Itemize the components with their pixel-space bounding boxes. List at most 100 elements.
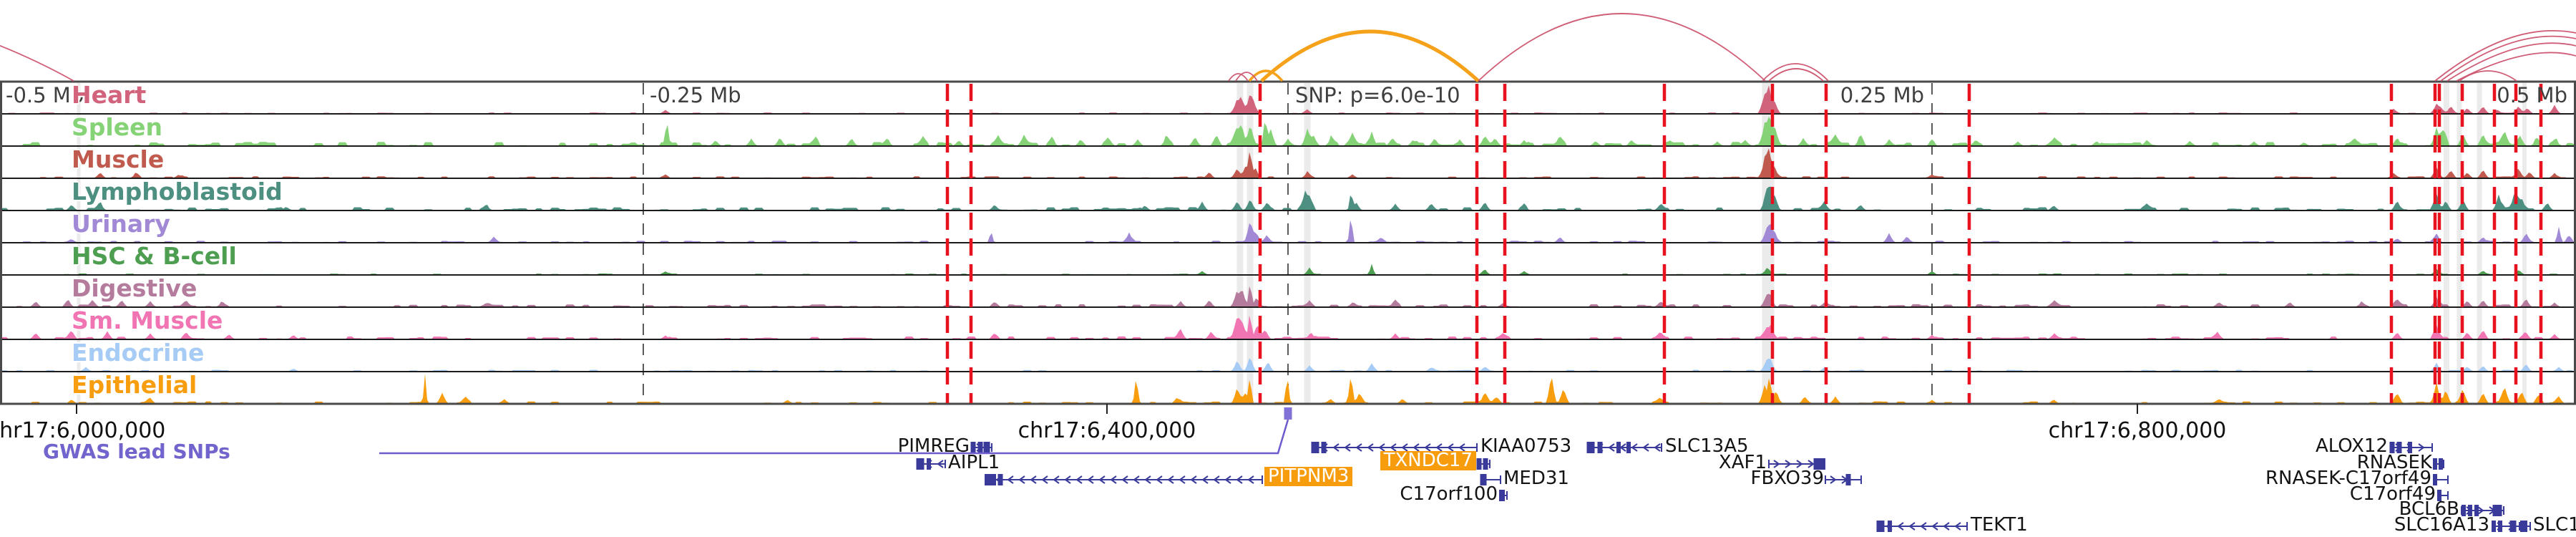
strand-arrow-icon [1110, 475, 1117, 484]
interaction-arc [1260, 29, 1480, 82]
strand-arrow-icon [1897, 522, 1904, 531]
strand-arrow-icon [1435, 443, 1443, 452]
strand-arrow-icon [1121, 475, 1128, 484]
strand-arrow-icon [1167, 475, 1174, 484]
strand-arrow-icon [1201, 475, 1209, 484]
gene-exon [2439, 458, 2443, 470]
snp-pvalue-annotation: SNP: p=6.0e-10 [1295, 83, 1460, 107]
strand-arrow-icon [1156, 475, 1163, 484]
track-label-sm-muscle: Sm. Muscle [72, 306, 223, 334]
gene-exon [1476, 458, 1482, 470]
gene-label-c17orf100: C17orf100 [1400, 483, 1498, 505]
gene-exon [2389, 442, 2395, 453]
strand-arrow-icon [1458, 443, 1465, 452]
strand-arrow-icon [1007, 475, 1014, 484]
gene-label-rnasek-c17orf49: RNASEK-C17orf49 [2265, 468, 2431, 489]
interaction-arc [1248, 69, 1284, 82]
signal-spleen [0, 116, 2576, 146]
interaction-arc [1478, 13, 1766, 82]
strand-arrow-icon [1447, 443, 1454, 452]
gene-exon [1321, 442, 1327, 453]
gene-exon [2492, 505, 2502, 516]
gene-label-rnasek: RNASEK [2356, 452, 2432, 473]
strand-arrow-icon [1830, 475, 1837, 484]
gene-exon [916, 458, 924, 470]
strand-arrow-icon [1931, 522, 1938, 531]
gene-label-alox12: ALOX12 [2315, 435, 2388, 457]
interaction-arc-partial [2434, 30, 2576, 82]
strand-arrow-icon [1041, 475, 1048, 484]
strand-arrow-icon [1247, 475, 1254, 484]
strand-arrow-icon [2477, 506, 2484, 515]
strand-arrow-icon [1390, 443, 1397, 452]
gene-exon [983, 442, 990, 453]
gene-label-aipl1: AIPL1 [948, 452, 1000, 473]
gene-exon [2408, 442, 2412, 453]
strand-arrow-icon [1344, 443, 1351, 452]
gene-label-slc16a: SLC16A [2533, 514, 2576, 536]
interaction-arc [2459, 70, 2517, 82]
interaction-arc [1228, 73, 1249, 82]
gene-label-tekt1: TEKT1 [1971, 514, 2028, 536]
gene-exon [2433, 458, 2437, 470]
strand-arrow-icon [1053, 475, 1060, 484]
strand-arrow-icon [1367, 443, 1374, 452]
mb-offset-label: -0.25 Mb [650, 83, 741, 107]
gene-exon [985, 474, 996, 485]
interaction-arc-partial [0, 44, 74, 82]
strand-arrow-icon [1424, 443, 1431, 452]
plot-border [0, 80, 2576, 405]
track-label-digestive: Digestive [72, 274, 197, 302]
mb-offset-label: 0.25 Mb [1840, 83, 1924, 107]
strand-arrow-icon [1796, 460, 1803, 468]
gene-exon [2437, 490, 2441, 501]
strand-arrow-icon [1631, 443, 1638, 452]
gene-exon [2468, 505, 2472, 516]
gwas-lead-snps-label: GWAS lead SNPs [43, 440, 230, 463]
track-label-heart: Heart [72, 81, 147, 109]
chr-coordinate-label: chr17:6,800,000 [2048, 418, 2227, 443]
gene-exon [2509, 521, 2517, 532]
gene-exon [2520, 521, 2527, 532]
strand-arrow-icon [1654, 443, 1661, 452]
gene-exon [1586, 442, 1595, 453]
gene-label-slc13a5: SLC13A5 [1665, 435, 1749, 457]
strand-arrow-icon [1943, 522, 1950, 531]
track-label-muscle: Muscle [72, 145, 165, 173]
strand-arrow-icon [1954, 522, 1961, 531]
strand-arrow-icon [1332, 443, 1340, 452]
strand-arrow-icon [1098, 475, 1106, 484]
gene-exon [1311, 442, 1319, 453]
strand-arrow-icon [1785, 460, 1792, 468]
strand-arrow-icon [1355, 443, 1362, 452]
strand-arrow-icon [1087, 475, 1094, 484]
gene-label-bcl6b: BCL6B [2399, 498, 2459, 520]
interaction-arc [1768, 68, 1824, 82]
strand-arrow-icon [1920, 522, 1927, 531]
gene-exon [1876, 521, 1885, 532]
strand-arrow-icon [1642, 443, 1649, 452]
gene-exon [927, 458, 931, 470]
gene-label-txndc17: TXNDC17 [1380, 450, 1476, 471]
strand-arrow-icon [1030, 475, 1037, 484]
strand-arrow-icon [1064, 475, 1071, 484]
gene-exon [1616, 442, 1621, 453]
strand-arrow-icon [1018, 475, 1025, 484]
strand-arrow-icon [1413, 443, 1420, 452]
gwas-callout-line [379, 419, 1289, 455]
gene-exon [997, 474, 1003, 485]
strand-arrow-icon [1213, 475, 1220, 484]
signal-epithelial [0, 374, 2576, 404]
mb-offset-label: -0.5 Mb [6, 83, 84, 107]
gene-label-slc16a13: SLC16A13 [2394, 514, 2489, 536]
gene-exon [1818, 458, 1825, 470]
interaction-arc-partial [2440, 35, 2576, 82]
strand-arrow-icon [1608, 443, 1615, 452]
gene-exon [2433, 474, 2437, 485]
strand-arrow-icon [1773, 460, 1780, 468]
gene-exon [1845, 474, 1851, 485]
interaction-arc-partial [2446, 42, 2576, 82]
track-label-spleen: Spleen [72, 113, 162, 141]
mb-offset-label: 0.5 Mb [2497, 83, 2567, 107]
